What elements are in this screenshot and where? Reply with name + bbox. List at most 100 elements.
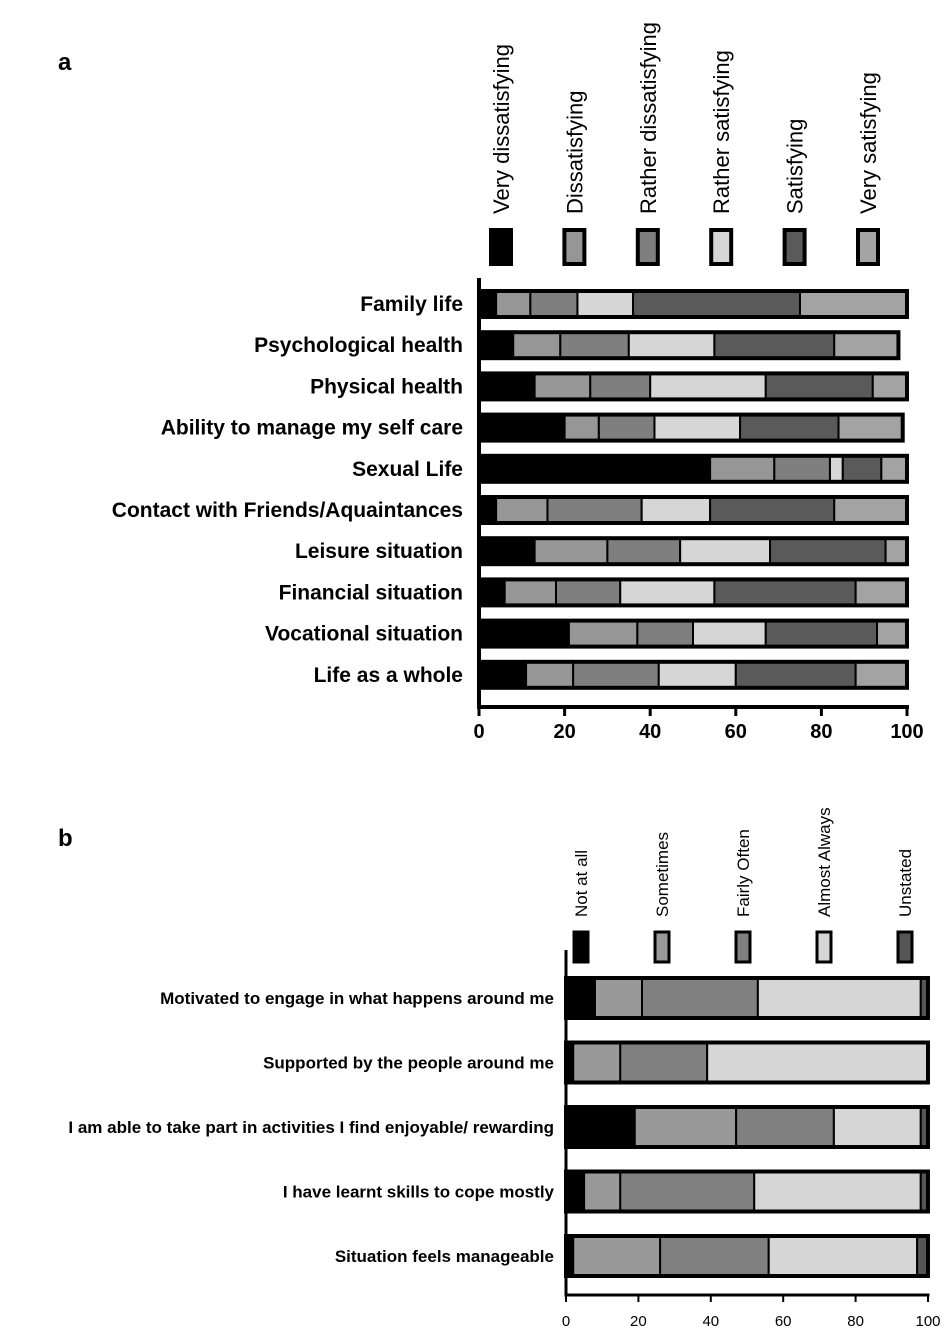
legend-label-rather-dissatisfying: Rather dissatisfying [636,22,661,214]
category-label: Psychological health [254,334,463,357]
bar-segment-rather-dissatisfying [559,331,630,360]
bar-segment-rather-satisfying [692,619,767,648]
bar-segment-very-satisfying [837,413,904,442]
category-label: I am able to take part in activities I f… [68,1118,554,1137]
legend-swatch-very-dissatisfying [489,228,513,266]
bar-segment-satisfying [739,413,840,442]
bar-segment-satisfying [769,537,887,566]
category-label: Contact with Friends/Aquaintances [112,499,463,522]
bar-segment-not-at-all [565,1170,586,1213]
bar-segment-dissatisfying [525,660,575,689]
legend-label-almost-always: Almost Always [815,807,834,917]
bar-segment-sometimes [572,1041,622,1084]
panel-a-letter: a [58,49,72,76]
bar-segment-dissatisfying [503,578,558,607]
panel-b-letter: b [58,825,73,852]
legend-swatch-dissatisfying [562,228,587,266]
bar-segment-rather-satisfying [657,660,737,689]
legend-swatch-not-at-all [572,930,590,964]
bar-segment-satisfying [713,578,857,607]
category-label: Sexual Life [352,458,463,481]
category-label: Physical health [310,375,463,398]
legend-label-very-satisfying: Very satisfying [856,72,881,214]
category-label: Life as a whole [314,664,463,687]
x-tick-label: 60 [775,1313,792,1330]
bar-segment-very-satisfying [833,496,908,524]
x-tick-label: 80 [847,1313,864,1330]
category-label: Leisure situation [295,540,463,563]
legend-swatch-very-satisfying [856,228,880,266]
bar-segment-very-satisfying [884,537,908,566]
legend-label-sometimes: Sometimes [653,832,672,917]
category-label: Family life [360,293,463,316]
bar-segment-rather-dissatisfying [606,537,682,566]
bar-segment-almost-always [767,1235,919,1277]
bar-segment-rather-satisfying [828,454,844,483]
bar-segment-rather-dissatisfying [636,619,694,648]
bar-segment-dissatisfying [563,413,600,442]
legend-label-satisfying: Satisfying [783,119,808,214]
bar-segment-not-at-all [565,977,596,1019]
legend-swatch-satisfying [782,228,807,266]
bar-segment-satisfying [764,372,874,401]
category-label: Motivated to engage in what happens arou… [160,989,554,1008]
bar-segment-very-dissatisfying [478,537,536,566]
bar-segment-very-dissatisfying [478,290,498,318]
bar-segment-satisfying [709,496,836,524]
bar-segment-almost-always [706,1041,929,1084]
bar-segment-dissatisfying [533,372,592,401]
bar-segment-fairly-often [659,1235,770,1277]
bar-segment-rather-satisfying [679,537,772,566]
x-tick-label: 100 [915,1313,940,1330]
bar-segment-very-satisfying [876,619,908,648]
bar-segment-rather-dissatisfying [589,372,652,401]
legend-label-rather-satisfying: Rather satisfying [709,50,734,214]
bar-segment-dissatisfying [533,537,609,566]
bar-segment-sometimes [572,1235,662,1277]
legend-swatch-almost-always [815,930,833,964]
category-label: Ability to manage my self care [161,417,463,440]
panel-b-chart: Not at all Sometimes Fairly Often Almost Al… [68,807,940,1330]
bar-segment-dissatisfying [512,331,562,360]
legend-swatch-rather-dissatisfying [635,228,660,266]
bar-segment-rather-dissatisfying [546,496,643,524]
x-tick-label: 20 [553,721,575,743]
x-tick-label: 100 [890,721,923,743]
bar-segment-rather-dissatisfying [773,454,831,483]
x-tick-label: 0 [473,721,484,743]
bar-segment-almost-always [753,1170,922,1213]
bar-segment-rather-satisfying [653,413,742,442]
legend-label-very-dissatisfying: Very dissatisfying [489,44,514,214]
bar-segment-rather-satisfying [619,578,716,607]
bar-segment-not-at-all [565,1106,636,1148]
legend-swatch-unstated [896,930,914,964]
bar-segment-very-satisfying [799,290,908,318]
bar-segment-fairly-often [735,1106,835,1148]
legend-label-dissatisfying: Dissatisfying [562,91,587,214]
x-tick-label: 40 [639,721,661,743]
bar-segment-sometimes [593,977,644,1019]
bar-segment-rather-dissatisfying [572,660,660,689]
legend-swatch-fairly-often [734,930,752,964]
bar-segment-satisfying [713,331,836,360]
bar-segment-very-satisfying [854,660,909,689]
bar-segment-dissatisfying [495,496,549,524]
legend-label-not-at-all: Not at all [572,850,591,917]
bar-segment-dissatisfying [495,290,532,318]
bar-segment-dissatisfying [567,619,639,648]
bar-segment-very-dissatisfying [478,578,506,607]
category-label: Vocational situation [265,623,463,646]
bar-segment-satisfying [734,660,857,689]
bar-segment-very-satisfying [880,454,909,483]
bar-segment-very-satisfying [871,372,909,401]
bar-segment-rather-satisfying [649,372,767,401]
bar-segment-very-dissatisfying [478,619,570,648]
bar-segment-sometimes [633,1106,738,1148]
category-label: Situation feels manageable [335,1247,554,1266]
category-label: Supported by the people around me [263,1054,554,1073]
x-tick-label: 60 [725,721,747,743]
legend-label-unstated: Unstated [896,849,915,917]
bar-segment-very-dissatisfying [478,331,515,360]
bar-segment-very-satisfying [854,578,909,607]
bar-segment-fairly-often [619,1041,709,1084]
